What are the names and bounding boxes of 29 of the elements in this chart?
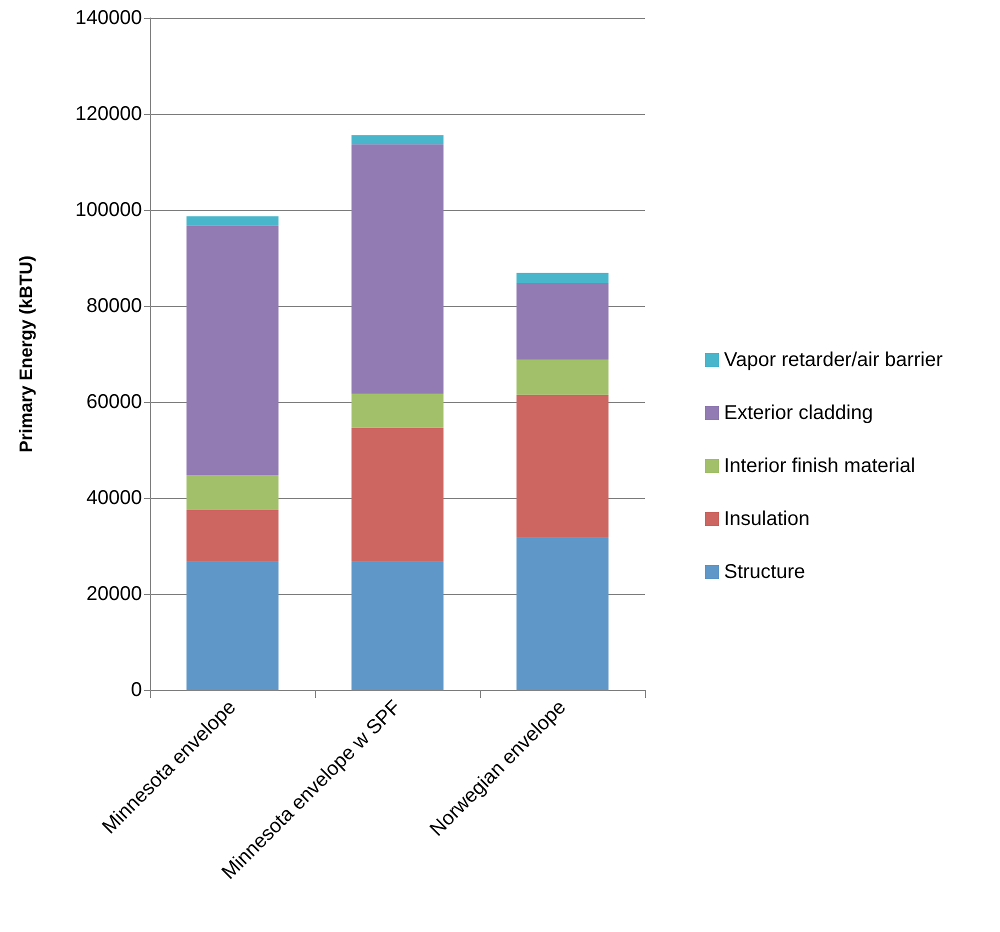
y-tick-label: 140000 <box>75 7 142 29</box>
bar <box>516 538 608 690</box>
y-tick-label: 0 <box>130 679 142 701</box>
bar <box>186 474 278 510</box>
bar <box>186 562 278 690</box>
bar <box>516 360 608 395</box>
legend-label: Vapor retarder/air barrier <box>724 349 943 371</box>
y-tick-label: 40000 <box>86 487 142 509</box>
y-tick-label: 60000 <box>86 391 142 413</box>
legend-label: Structure <box>724 561 806 583</box>
bar <box>186 216 278 226</box>
y-tick-label: 20000 <box>86 583 142 605</box>
y-tick-label: 100000 <box>75 199 142 221</box>
legend-label: Insulation <box>724 508 810 530</box>
bar <box>352 135 444 144</box>
bar <box>352 562 444 690</box>
legend-label: Exterior cladding <box>724 402 873 424</box>
bar <box>516 272 608 283</box>
bar <box>516 394 608 538</box>
bar <box>352 394 444 428</box>
y-axis-title: Primary Energy (kBTU) <box>16 255 36 453</box>
bar <box>186 226 278 475</box>
y-tick-label: 80000 <box>86 295 142 317</box>
bar <box>186 510 278 562</box>
bar <box>352 144 444 394</box>
y-tick-label: 120000 <box>75 103 142 125</box>
bar <box>352 428 444 562</box>
legend-label: Interior finish material <box>724 455 916 477</box>
bar <box>516 282 608 360</box>
